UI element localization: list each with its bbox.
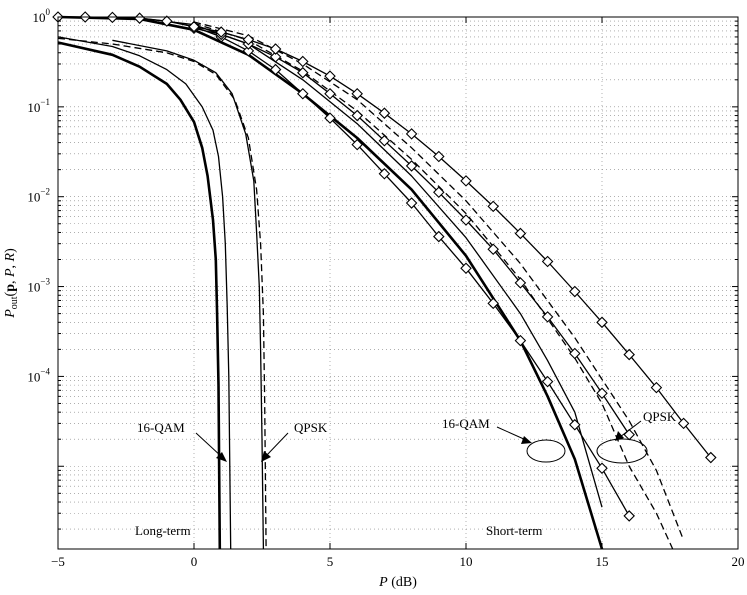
diamond-marker <box>623 510 635 522</box>
diamond-marker <box>541 255 554 268</box>
diamond-marker <box>433 230 445 243</box>
y-tick-label: 100 <box>33 7 51 25</box>
y-axis-label: Pout(p, P, R) <box>3 248 20 319</box>
diamond-marker <box>569 285 581 298</box>
x-tick-label: 0 <box>191 554 198 569</box>
diamond-marker <box>623 348 635 361</box>
arrow-qpsk-short <box>619 420 642 438</box>
diamond-marker <box>378 107 391 119</box>
series-line-9 <box>58 16 630 517</box>
diamond-marker <box>460 175 472 187</box>
label-16qam-short: 16-QAM <box>442 416 490 431</box>
x-tick-label: 20 <box>732 554 745 569</box>
diamond-marker <box>351 138 363 151</box>
series-line-2 <box>57 36 232 550</box>
tick-labels: −5 0 5 10 15 20 100 10−1 10−2 10−3 10−4 <box>27 7 744 569</box>
grid <box>58 17 738 549</box>
diamond-marker <box>242 45 255 57</box>
diamond-marker <box>514 334 527 347</box>
diamond-marker <box>405 197 418 209</box>
diamond-marker <box>596 316 608 329</box>
ellipse-qpsk-short <box>596 438 648 464</box>
diamond-marker <box>215 26 227 38</box>
diamond-marker <box>405 128 418 140</box>
label-16qam-long: 16-QAM <box>137 420 185 435</box>
diamond-marker <box>433 150 445 163</box>
diamond-marker <box>324 70 336 82</box>
label-long-term: Long-term <box>135 523 191 538</box>
series-lines <box>57 15 712 550</box>
y-tick-label: 10−4 <box>27 366 50 384</box>
diamond-marker <box>324 87 336 100</box>
arrow-16qam-long <box>195 432 223 458</box>
diamond-marker <box>623 428 635 441</box>
diamond-marker <box>460 262 472 274</box>
plot-frame <box>57 16 739 550</box>
axes <box>57 16 739 550</box>
diamond-marker <box>297 87 309 100</box>
diamond-marker <box>324 112 336 124</box>
diamond-marker <box>705 451 717 464</box>
arrow-qpsk-long-head <box>261 451 271 462</box>
arrow-qpsk-long <box>265 432 289 457</box>
diamond-marker <box>677 417 690 430</box>
x-tick-label: 5 <box>327 554 334 569</box>
series-line-1 <box>57 41 222 550</box>
series-line-8 <box>193 21 685 541</box>
label-qpsk-long: QPSK <box>294 420 328 435</box>
diamond-marker <box>596 462 608 475</box>
diamond-marker <box>650 381 663 394</box>
x-axis-label: P (dB) <box>378 575 417 590</box>
series-line-3 <box>112 39 265 550</box>
diamond-marker <box>405 160 418 172</box>
x-tick-label: −5 <box>51 554 65 569</box>
annotations: 16-QAM QPSK 16-QAM QPSK Long-term Short-… <box>135 409 677 538</box>
diamond-marker <box>541 375 554 388</box>
diamond-marker <box>433 186 445 199</box>
diamond-marker <box>351 109 363 122</box>
label-short-term: Short-term <box>486 523 542 538</box>
y-tick-label: 10−1 <box>27 97 50 115</box>
x-tick-label: 10 <box>460 554 473 569</box>
arrow-16qam-long-head <box>216 452 227 462</box>
diamond-marker <box>596 387 608 399</box>
diamond-marker <box>569 418 581 431</box>
diamond-marker <box>269 63 282 76</box>
diamond-marker <box>269 43 282 55</box>
diamond-marker <box>569 347 581 360</box>
diamond-marker <box>487 243 499 256</box>
diamond-marker <box>487 297 499 310</box>
diamond-marker <box>188 20 200 33</box>
diamond-marker <box>378 134 391 147</box>
diamond-marker <box>541 311 554 323</box>
diamond-marker <box>242 33 255 46</box>
diamond-marker <box>514 227 527 240</box>
label-qpsk-short: QPSK <box>643 409 677 424</box>
diamond-marker <box>514 277 527 289</box>
series-line-11 <box>193 26 712 459</box>
series-markers <box>52 11 717 522</box>
y-tick-label: 10−2 <box>27 187 50 205</box>
diamond-marker <box>351 87 363 100</box>
series-line-4 <box>57 37 267 550</box>
diamond-marker <box>133 12 146 24</box>
x-tick-label: 15 <box>596 554 609 569</box>
series-line-5 <box>57 15 604 550</box>
diamond-marker <box>487 200 499 213</box>
diamond-marker <box>161 15 173 27</box>
arrow-16qam-short <box>496 426 527 441</box>
diamond-marker <box>297 66 309 79</box>
diamond-marker <box>378 167 391 180</box>
ellipse-16qam-short <box>526 439 566 463</box>
series-line-6 <box>57 16 603 508</box>
y-tick-label: 10−3 <box>27 277 50 295</box>
diamond-marker <box>297 55 309 68</box>
diamond-marker <box>269 51 282 63</box>
arrow-qpsk-short-head <box>615 431 624 441</box>
arrow-16qam-short-head <box>521 436 532 444</box>
diamond-marker <box>460 214 472 226</box>
